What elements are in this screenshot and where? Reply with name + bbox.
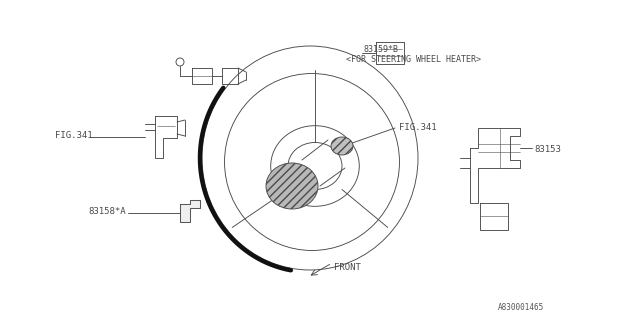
Text: 83159*B: 83159*B: [364, 45, 399, 54]
Text: A830001465: A830001465: [498, 303, 544, 313]
Polygon shape: [180, 200, 200, 222]
Text: FIG.341: FIG.341: [55, 131, 93, 140]
Text: 83158*A: 83158*A: [88, 206, 125, 215]
Text: 83153: 83153: [534, 146, 561, 155]
Text: FRONT: FRONT: [334, 262, 361, 271]
Ellipse shape: [331, 137, 353, 155]
Ellipse shape: [266, 163, 318, 209]
Text: <FOR STEERING WHEEL HEATER>: <FOR STEERING WHEEL HEATER>: [346, 55, 481, 65]
Text: FIG.341: FIG.341: [399, 124, 436, 132]
